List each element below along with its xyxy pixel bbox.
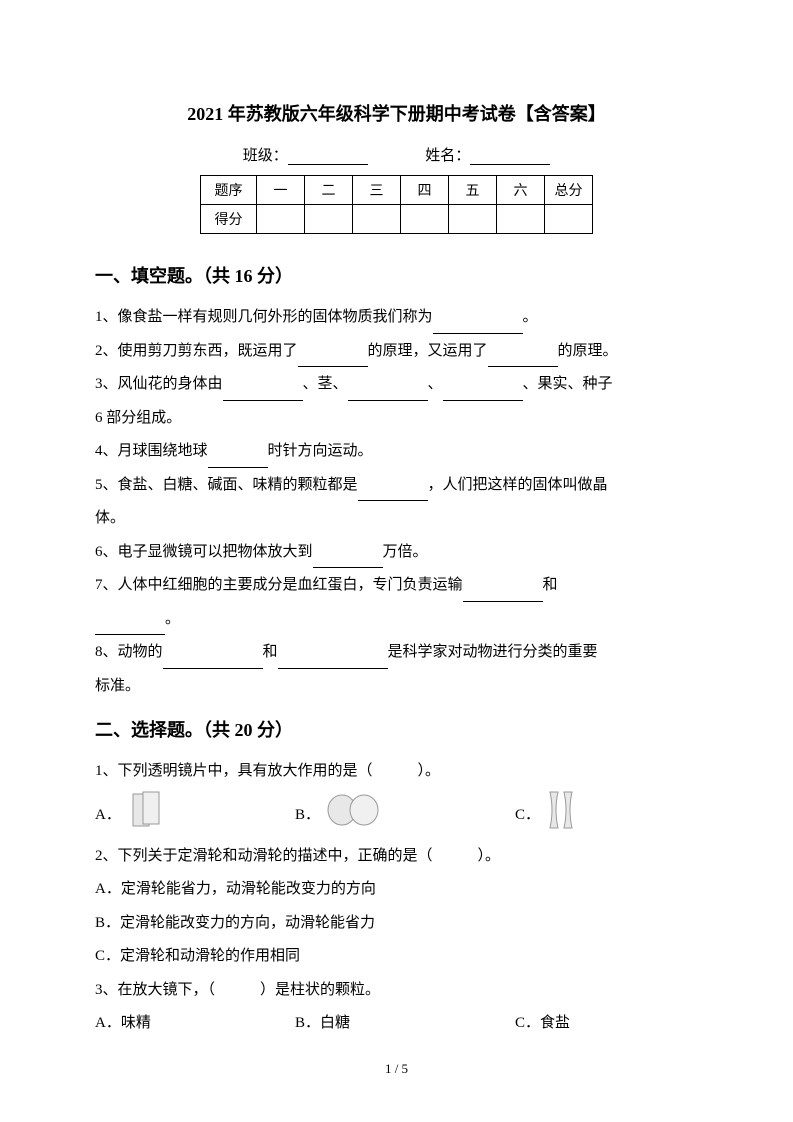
- cell: [257, 205, 305, 234]
- q4-post: 时针方向运动。: [268, 443, 373, 459]
- page-title: 2021 年苏教版六年级科学下册期中考试卷【含答案】: [95, 100, 698, 126]
- q8-mid: 和: [263, 644, 278, 660]
- q8: 8、动物的 和 是科学家对动物进行分类的重要: [95, 637, 698, 669]
- q5-cont: 体。: [95, 503, 698, 535]
- q2-text: 2、使用剪刀剪东西，既运用了: [95, 343, 298, 359]
- blank: [95, 620, 165, 635]
- s2-q2-b: B．定滑轮能改变力的方向，动滑轮能省力: [95, 908, 698, 940]
- opt-a: A．味精: [95, 1008, 295, 1038]
- cell: [545, 205, 593, 234]
- cell: [401, 205, 449, 234]
- convex-lens-icon: [324, 792, 384, 839]
- class-blank: [288, 150, 368, 165]
- score-table: 题序 一 二 三 四 五 六 总分 得分: [200, 175, 593, 234]
- blank: [433, 319, 523, 334]
- q3-p3: 、果实、种子: [523, 376, 613, 392]
- opt-b: B．白糖: [295, 1008, 515, 1038]
- q7-cont-text: 。: [165, 611, 180, 627]
- cell: [353, 205, 401, 234]
- blank: [443, 386, 523, 401]
- name-label: 姓名：: [425, 148, 470, 164]
- blank: [358, 486, 428, 501]
- blank: [223, 386, 303, 401]
- name-blank: [470, 150, 550, 165]
- blank: [208, 453, 268, 468]
- concave-lens-icon: [544, 790, 584, 841]
- opt-b: B．: [295, 792, 515, 839]
- cell: 六: [497, 176, 545, 205]
- s2-q2: 2、下列关于定滑轮和动滑轮的描述中，正确的是（ ）。: [95, 841, 698, 873]
- s2-q3: 3、在放大镜下，（ ）是柱状的颗粒。: [95, 975, 698, 1007]
- q3-p1: 、茎、: [303, 376, 348, 392]
- q7-cont: 。: [95, 604, 698, 636]
- q2-post: 的原理。: [558, 343, 618, 359]
- opt-a-label: A．: [95, 800, 121, 830]
- cell: 总分: [545, 176, 593, 205]
- blank: [278, 654, 388, 669]
- cell: [305, 205, 353, 234]
- blank: [348, 386, 428, 401]
- cell: [449, 205, 497, 234]
- q5-text: 5、食盐、白糖、碱面、味精的颗粒都是: [95, 477, 358, 493]
- blank: [313, 553, 383, 568]
- blank: [163, 654, 263, 669]
- q6-text: 6、电子显微镜可以把物体放大到: [95, 544, 313, 560]
- q2: 2、使用剪刀剪东西，既运用了 的原理，又运用了 的原理。: [95, 336, 698, 368]
- cell: 四: [401, 176, 449, 205]
- s2-q3-options: A．味精 B．白糖 C．食盐: [95, 1008, 698, 1038]
- cell: 二: [305, 176, 353, 205]
- page-footer: 1 / 5: [0, 1061, 793, 1077]
- opt-c-label: C．: [515, 800, 540, 830]
- opt-c: C．食盐: [515, 1008, 698, 1038]
- q4: 4、月球围绕地球 时针方向运动。: [95, 436, 698, 468]
- q3-text: 3、风仙花的身体由: [95, 376, 223, 392]
- section2-title: 二、选择题。（共 20 分）: [95, 716, 698, 742]
- q8-cont: 标准。: [95, 671, 698, 703]
- student-info-line: 班级： 姓名：: [95, 144, 698, 165]
- q8-text: 8、动物的: [95, 644, 163, 660]
- opt-c: C．: [515, 790, 698, 841]
- q7-post: 和: [543, 577, 558, 593]
- q7-text: 7、人体中红细胞的主要成分是血红蛋白，专门负责运输: [95, 577, 463, 593]
- blank: [463, 587, 543, 602]
- s2-q2-a: A．定滑轮能省力，动滑轮能改变力的方向: [95, 874, 698, 906]
- blank: [298, 352, 368, 367]
- cell: 五: [449, 176, 497, 205]
- cell-header: 题序: [201, 176, 257, 205]
- cell-header: 得分: [201, 205, 257, 234]
- q5-post: ，人们把这样的固体叫做晶: [428, 477, 608, 493]
- q3-p2: 、: [428, 376, 443, 392]
- table-row: 题序 一 二 三 四 五 六 总分: [201, 176, 593, 205]
- q8-post: 是科学家对动物进行分类的重要: [388, 644, 598, 660]
- s2-q2-c: C．定滑轮和动滑轮的作用相同: [95, 941, 698, 973]
- section1-title: 一、填空题。（共 16 分）: [95, 262, 698, 288]
- cell: [497, 205, 545, 234]
- q6: 6、电子显微镜可以把物体放大到 万倍。: [95, 537, 698, 569]
- q1: 1、像食盐一样有规则几何外形的固体物质我们称为 。: [95, 302, 698, 334]
- opt-a: A．: [95, 790, 295, 841]
- q3: 3、风仙花的身体由 、茎、 、 、果实、种子: [95, 369, 698, 401]
- s2-q1: 1、下列透明镜片中，具有放大作用的是（ ）。: [95, 756, 698, 788]
- q2-mid: 的原理，又运用了: [368, 343, 488, 359]
- s2-q1-options: A． B． C．: [95, 790, 698, 841]
- q1-text: 1、像食盐一样有规则几何外形的固体物质我们称为: [95, 309, 433, 325]
- q5: 5、食盐、白糖、碱面、味精的颗粒都是 ，人们把这样的固体叫做晶: [95, 470, 698, 502]
- cell: 三: [353, 176, 401, 205]
- blank: [488, 352, 558, 367]
- q3-cont: 6 部分组成。: [95, 403, 698, 435]
- table-row: 得分: [201, 205, 593, 234]
- q4-text: 4、月球围绕地球: [95, 443, 208, 459]
- q7: 7、人体中红细胞的主要成分是血红蛋白，专门负责运输 和: [95, 570, 698, 602]
- cell: 一: [257, 176, 305, 205]
- q1-post: 。: [523, 309, 538, 325]
- flat-lens-icon: [125, 790, 173, 841]
- opt-b-label: B．: [295, 800, 320, 830]
- q6-post: 万倍。: [383, 544, 428, 560]
- class-label: 班级：: [243, 148, 288, 164]
